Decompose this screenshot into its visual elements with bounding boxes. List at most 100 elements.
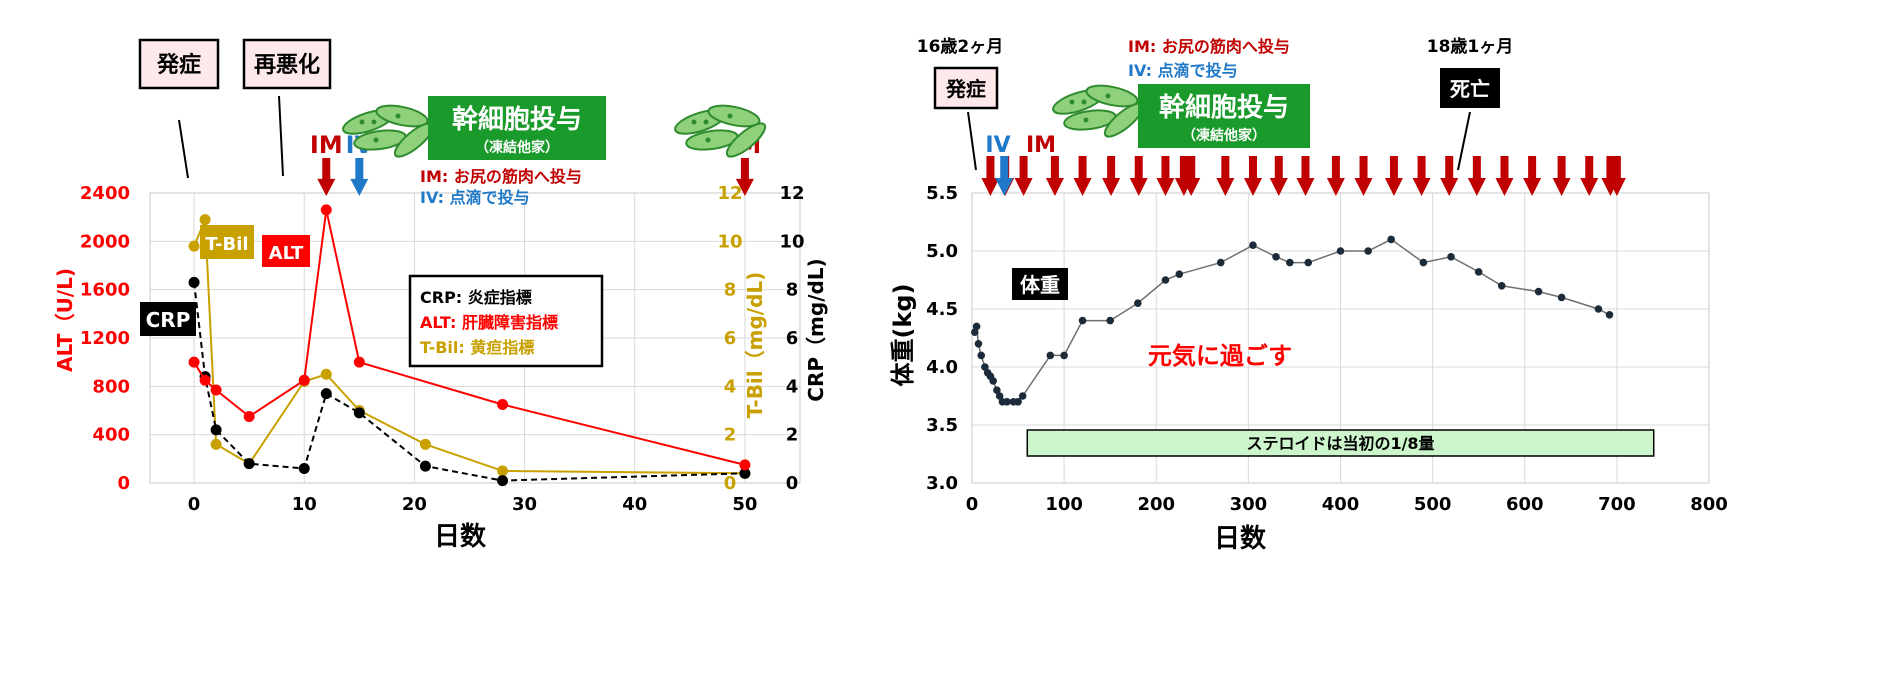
- left-plot-area: [149, 192, 801, 484]
- im-arrow: [1523, 156, 1542, 196]
- dose-arrow-iv: [350, 158, 369, 196]
- im-arrow: [1269, 156, 1288, 196]
- left-x-tick-label: 0: [188, 494, 201, 515]
- im-arrow-shape: [1580, 156, 1599, 196]
- data-point-crp: [497, 475, 509, 487]
- data-point-alt: [199, 374, 211, 386]
- data-point-weight: [1175, 270, 1184, 279]
- im-arrow: [1216, 156, 1235, 196]
- right-x-tick-label: 0: [966, 494, 979, 515]
- data-point-weight: [1249, 241, 1257, 249]
- right-y-tick-label-tbil: 12: [717, 183, 742, 204]
- death-callout-label: 死亡: [1450, 77, 1490, 101]
- data-point-weight: [1364, 247, 1372, 255]
- left-y-tick-label-alt: 2000: [80, 231, 130, 252]
- data-point-weight: [1286, 258, 1294, 267]
- onset-callout-right-label: 発症: [945, 77, 986, 101]
- data-point-weight: [989, 377, 997, 385]
- dose-arrow-im-shape: [735, 158, 754, 196]
- left-y-tick-label-alt: 2400: [80, 183, 130, 204]
- im-arrow-shape: [1156, 156, 1175, 196]
- data-point-crp: [298, 463, 310, 474]
- data-point-alt: [298, 374, 310, 386]
- im-arrow: [1440, 156, 1459, 196]
- right-x-tick-label: 600: [1506, 494, 1544, 515]
- im-arrow: [1243, 156, 1262, 196]
- left-y-axis-title-alt: ALT（U/L): [53, 268, 77, 372]
- data-point-weight: [1419, 258, 1428, 267]
- right-y-tick-label: 4.0: [926, 357, 958, 378]
- im-arrow-shape: [1073, 156, 1092, 196]
- left-y-tick-label-alt: 1600: [80, 280, 130, 301]
- data-point-weight: [1060, 351, 1068, 360]
- right-y-tick-label-tbil: 10: [717, 231, 742, 252]
- data-point-crp: [320, 388, 332, 400]
- right-x-axis-title: 日数: [1214, 524, 1267, 554]
- right-x-tick-label: 200: [1137, 494, 1175, 515]
- data-point-weight: [1106, 316, 1114, 325]
- right-y-tick-label-crp: 8: [786, 280, 799, 301]
- im-arrow-shape: [1243, 156, 1262, 196]
- right-y-tick-label-crp: 6: [786, 328, 799, 349]
- left-x-tick-label: 20: [402, 494, 427, 515]
- dose-arrow-label-im: IM: [310, 131, 343, 159]
- onset-right-pointer: [967, 111, 977, 171]
- im-arrow-shape: [1467, 156, 1486, 196]
- weight-series-label: 体重: [1012, 268, 1068, 300]
- death-pointer: [1457, 111, 1471, 171]
- onset-callout: 発症: [138, 38, 220, 179]
- age-start-label: 16歳2ヶ月: [917, 36, 1004, 57]
- im-arrow: [1073, 156, 1092, 196]
- right-y-tick-label-crp: 0: [786, 473, 799, 494]
- im-arrow: [1412, 156, 1431, 196]
- data-point-weight: [1134, 299, 1142, 308]
- iv-arrow-label: IV: [985, 133, 1010, 158]
- right-y-tick-label: 4.5: [926, 299, 958, 320]
- relapse-callout: 再悪化: [242, 38, 332, 177]
- data-point-tbil: [210, 438, 222, 450]
- data-point-alt: [497, 398, 509, 410]
- data-point-weight: [972, 322, 981, 331]
- death-callout: 死亡: [1440, 68, 1500, 171]
- tbil-label: T-Bil: [200, 225, 254, 259]
- stem-cell-title: 幹細胞投与: [452, 104, 582, 135]
- data-point-tbil: [497, 465, 509, 477]
- legend-box: CRP: 炎症指標 ALT: 肝臓障害指標 T-Bil: 黄疸指標: [408, 274, 604, 368]
- data-point-weight: [1046, 351, 1055, 360]
- left-y-tick-label-alt: 1200: [80, 328, 130, 349]
- right-y-tick-label-tbil: 2: [724, 425, 737, 446]
- right-x-tick-label: 800: [1690, 494, 1728, 515]
- im-arrow: [1296, 156, 1315, 196]
- weight-series-label-text: 体重: [1020, 273, 1060, 297]
- im-arrow: [1384, 156, 1403, 196]
- im-arrow-shape: [981, 156, 1000, 196]
- age-end-label: 18歳1ヶ月: [1427, 36, 1514, 57]
- onset-callout-right: 発症: [933, 66, 999, 171]
- im-arrow: [1354, 156, 1373, 196]
- stem-cell-subtitle: （凍結他家）: [475, 139, 559, 156]
- onset-pointer: [178, 119, 189, 179]
- im-arrow-shape: [1495, 156, 1514, 196]
- legend-crp: CRP: 炎症指標: [420, 288, 532, 307]
- data-point-tbil: [199, 214, 211, 226]
- stem-cell-box: 幹細胞投与 （凍結他家）: [428, 96, 606, 160]
- right-y-axis-title: 体重(kg): [889, 283, 917, 386]
- im-arrow: [1182, 156, 1201, 196]
- right-plot-frame: [971, 192, 1710, 484]
- right-y-tick-label: 3.0: [926, 473, 958, 494]
- im-arrow-shape: [1102, 156, 1121, 196]
- im-arrow-shape: [1216, 156, 1235, 196]
- data-point-tbil: [188, 240, 200, 252]
- data-point-alt: [739, 459, 751, 471]
- im-arrow-shape: [1326, 156, 1345, 196]
- left-axes: 0 10 20 30 40 5004008001200160020002400024681…: [80, 183, 805, 515]
- crp-label-text: CRP: [146, 308, 191, 332]
- crp-label: CRP: [140, 302, 196, 336]
- data-point-weight: [981, 363, 989, 371]
- im-note-right: IM: お尻の筋肉へ投与: [1128, 37, 1290, 56]
- iv-arrow: [995, 156, 1014, 196]
- data-point-tbil: [419, 438, 431, 450]
- data-point-tbil: [320, 368, 332, 380]
- right-y-tick-label-crp: 12: [779, 183, 804, 204]
